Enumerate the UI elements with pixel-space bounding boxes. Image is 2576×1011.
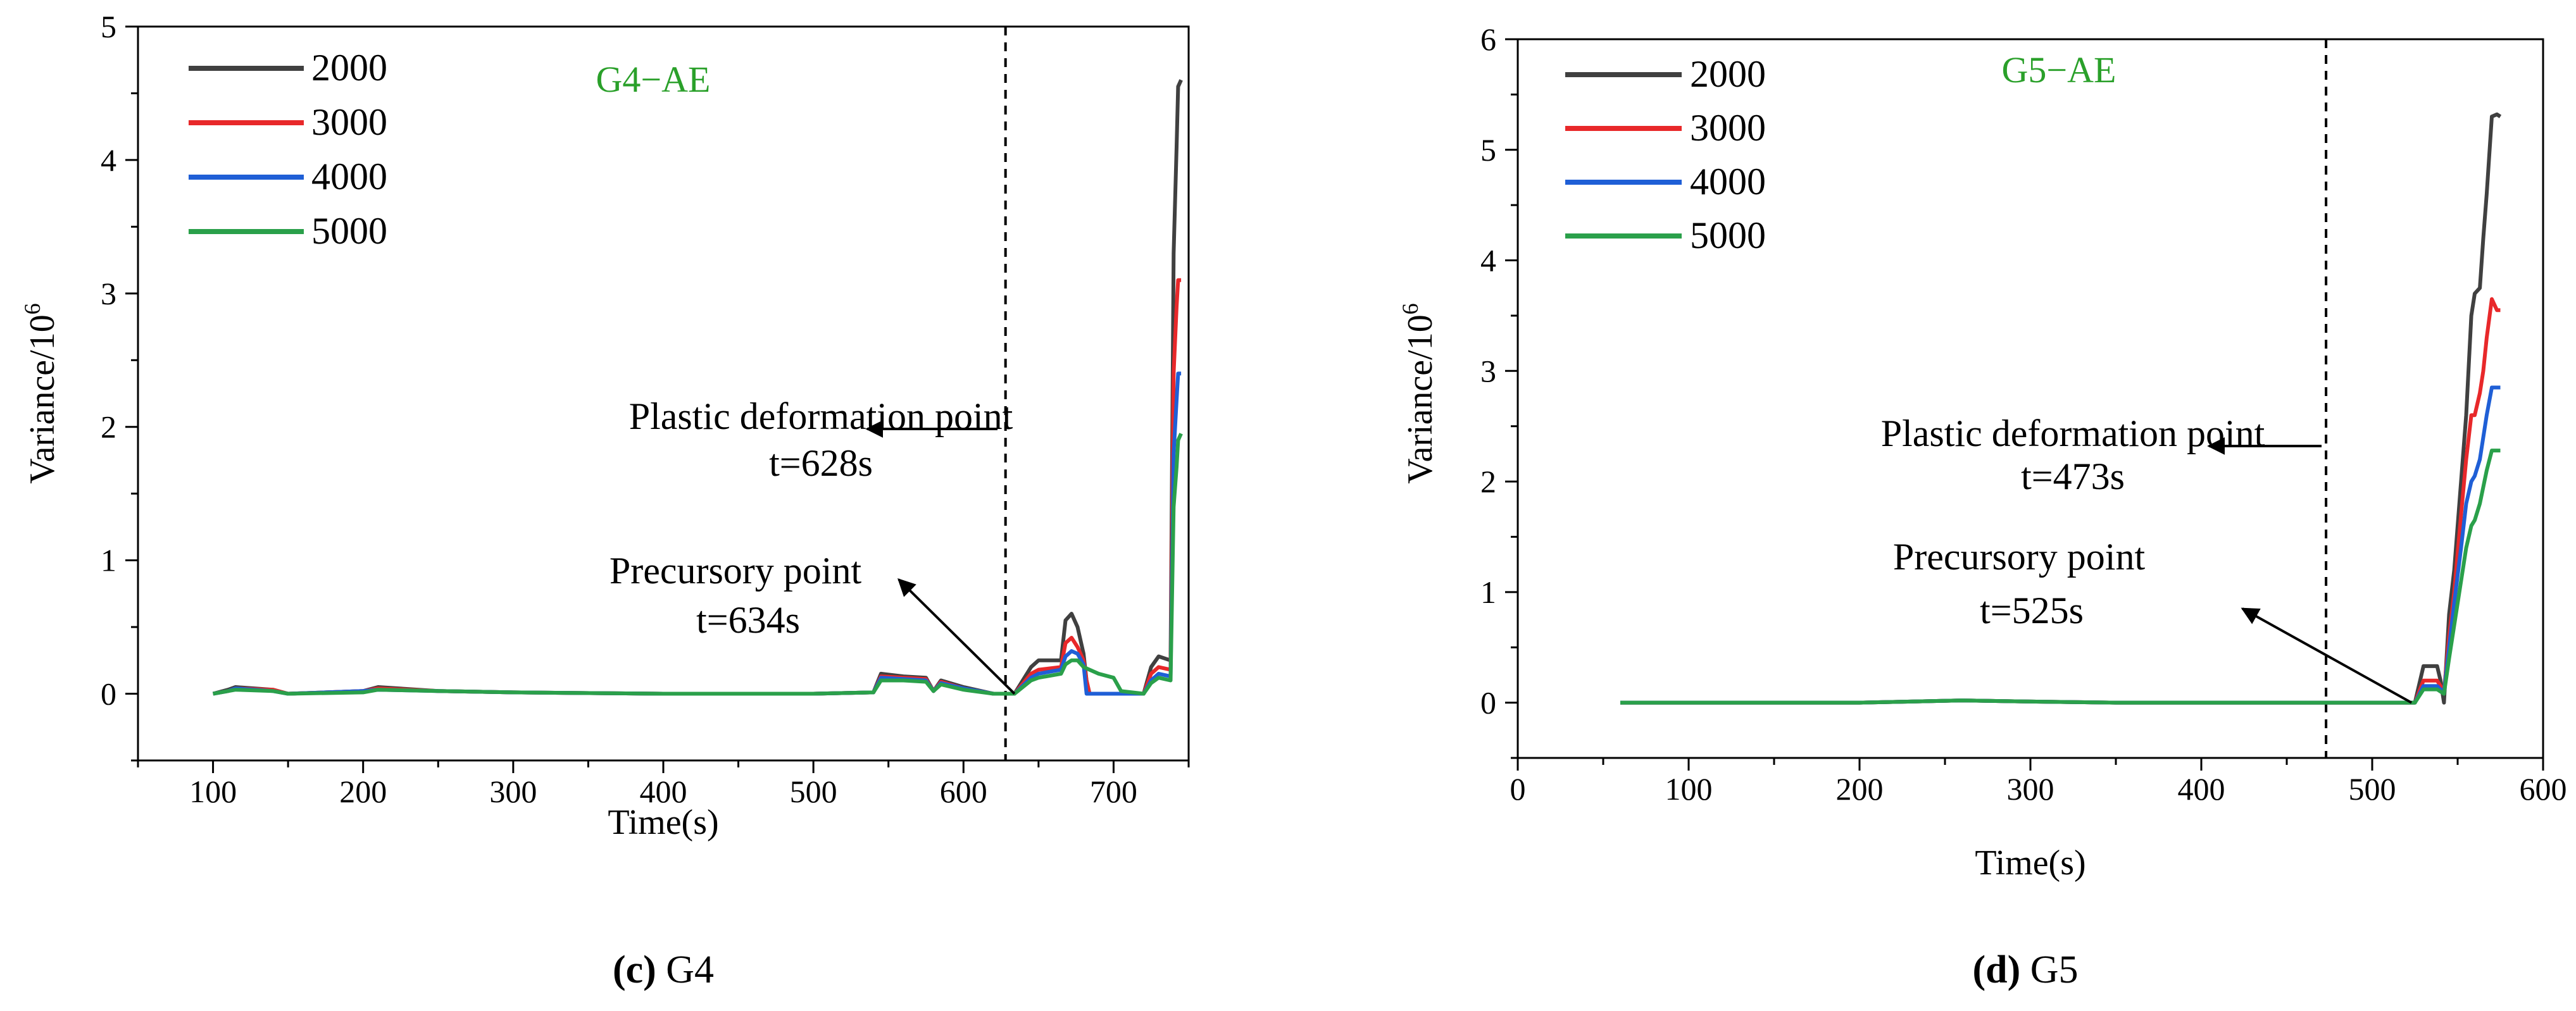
y-tick-label: 5	[1480, 132, 1496, 168]
y-axis-label: Variance/106	[1397, 303, 1440, 483]
panel-caption: (c) G4	[613, 948, 714, 991]
series-line-5000	[1620, 449, 2501, 705]
y-tick-label: 3	[1480, 353, 1496, 388]
plot-frame	[137, 25, 1190, 762]
y-tick-label: 0	[1480, 685, 1496, 721]
x-tick-label: 600	[940, 774, 987, 809]
legend-label: 5000	[1690, 214, 1766, 256]
y-tick-label: 1	[101, 543, 116, 578]
chart-panel-g4: 100 200 300 400 500 600 700 0 1 2 3 4 5 Time(s) Varian…	[20, 9, 1190, 991]
precursor-annotation-time: t=634s	[696, 599, 800, 641]
panel-caption-letter: (c)	[613, 948, 656, 991]
panel-title: G4−AE	[596, 59, 711, 100]
y-tick-label: 4	[101, 142, 116, 178]
chart-panel-g5: 0 100 200 300 400 500 600 0 1 2 3 4 5 6 Time(s) Varianc…	[1397, 22, 2567, 991]
y-axis-label-main: Variance/10	[1401, 314, 1440, 483]
x-tick-label: 300	[2007, 771, 2054, 807]
plastic-annotation-time: t=473s	[2021, 456, 2125, 497]
y-tick-label: 2	[1480, 464, 1496, 499]
precursor-annotation-arrow	[2241, 607, 2413, 704]
legend-label: 5000	[311, 210, 387, 252]
x-tick-label: 0	[1510, 771, 1526, 807]
legend-label: 2000	[311, 47, 387, 89]
y-tick-label: 0	[101, 676, 116, 712]
x-tick-label: 400	[2178, 771, 2225, 807]
y-axis-label-exponent: 6	[20, 303, 45, 314]
x-tick-label: 200	[1836, 771, 1884, 807]
precursor-annotation-time: t=525s	[1980, 590, 2084, 631]
series-line-5000	[213, 433, 1183, 696]
legend-label: 3000	[1690, 107, 1766, 149]
precursor-annotation-label: Precursory point	[1893, 536, 2146, 578]
y-axis-label-exponent: 6	[1397, 303, 1423, 314]
x-tick-label: 600	[2520, 771, 2567, 807]
y-tick-label: 4	[1480, 243, 1496, 278]
y-tick-label: 1	[1480, 574, 1496, 610]
x-tick-label: 700	[1090, 774, 1137, 809]
legend-label: 4000	[311, 156, 387, 197]
x-tick-label: 200	[339, 774, 387, 809]
plastic-annotation-label: Plastic deformation point	[629, 395, 1013, 437]
y-axis-label: Variance/106	[20, 303, 62, 483]
x-tick-label: 300	[489, 774, 537, 809]
legend-label: 4000	[1690, 161, 1766, 202]
plastic-annotation-label: Plastic deformation point	[1881, 412, 2265, 454]
panel-caption-name: G4	[656, 948, 714, 991]
legend-label: 2000	[1690, 53, 1766, 95]
plastic-annotation-time: t=628s	[769, 442, 873, 484]
panel-caption: (d) G5	[1972, 948, 2078, 991]
x-tick-label: 100	[1665, 771, 1713, 807]
y-tick-label: 2	[101, 409, 116, 445]
series-line-3000	[1620, 297, 2501, 705]
plot-frame	[1516, 38, 2544, 759]
precursor-annotation-label: Precursory point	[610, 550, 862, 592]
y-tick-label: 5	[101, 9, 116, 44]
x-axis-label: Time(s)	[1975, 843, 2085, 883]
x-tick-label: 500	[790, 774, 837, 809]
panel-caption-name: G5	[2020, 948, 2078, 991]
x-axis-label: Time(s)	[608, 803, 718, 842]
y-axis-label-main: Variance/10	[23, 314, 62, 483]
y-tick-label: 3	[101, 276, 116, 311]
legend-label: 3000	[311, 101, 387, 143]
panel-title: G5−AE	[2002, 49, 2116, 90]
x-tick-label: 100	[189, 774, 237, 809]
x-tick-label: 400	[640, 774, 687, 809]
y-tick-label: 6	[1480, 22, 1496, 57]
x-tick-label: 500	[2349, 771, 2396, 807]
precursor-annotation-arrow	[897, 578, 1016, 695]
panel-caption-letter: (d)	[1972, 948, 2020, 991]
